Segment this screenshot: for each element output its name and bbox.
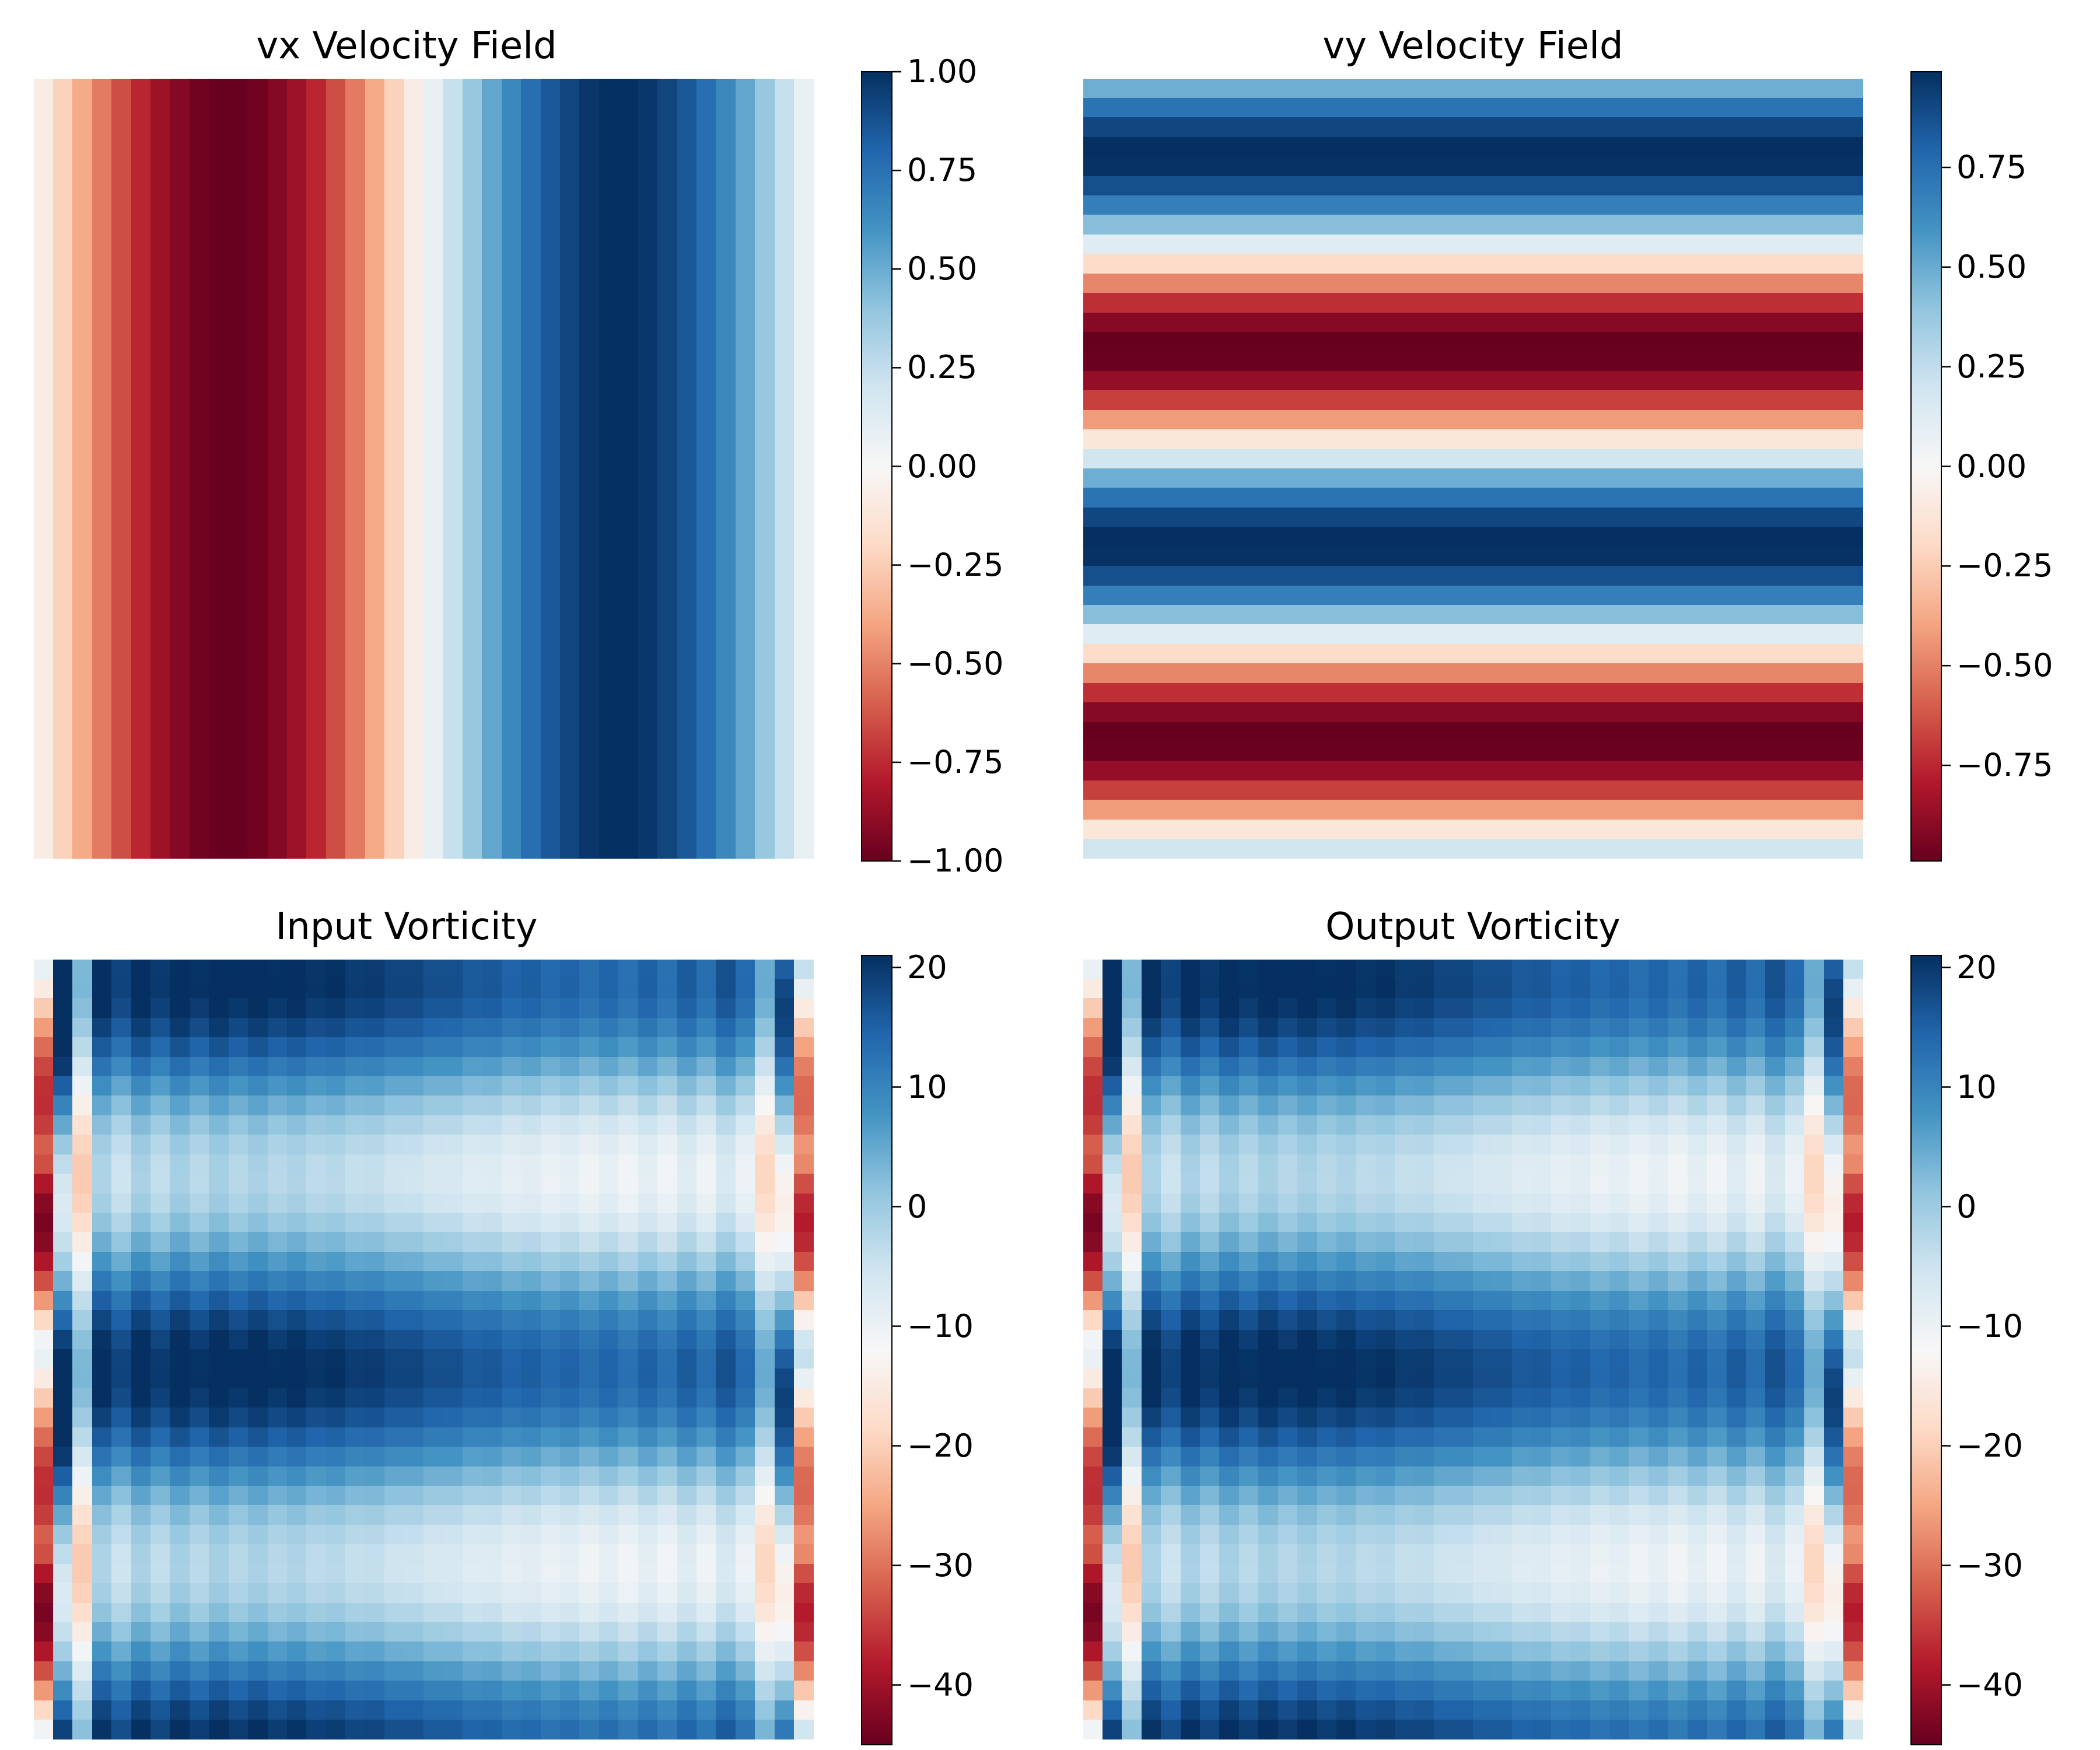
colorbar-tick-label: 0.00 (907, 447, 978, 485)
colorbar-tick-label: 0 (907, 1188, 928, 1225)
colorbar-tick-label: −0.50 (1957, 647, 2053, 684)
colorbar-tick-label: 0.50 (1957, 248, 2027, 285)
colorbar-tick-label: −10 (907, 1307, 974, 1345)
colorbar-tick-label: −1.00 (907, 842, 1004, 879)
colorbar-tick-label: −30 (907, 1546, 974, 1584)
colorbar-tick-label: 10 (1957, 1068, 1997, 1105)
colorbar-gradient (861, 955, 892, 1745)
colorbar-tick-label: 0.50 (907, 250, 978, 288)
colorbar-tick-label: −40 (907, 1666, 974, 1703)
colorbar-tick-label: 0.75 (1957, 149, 2027, 186)
colorbar-tick-label: −40 (1957, 1666, 2023, 1703)
panel-title: vx Velocity Field (256, 24, 557, 68)
panel-title: vy Velocity Field (1322, 24, 1623, 68)
colorbar-gradient (1910, 71, 1942, 862)
colorbar-gradient (1910, 955, 1942, 1745)
colorbar-tick-label: −20 (907, 1427, 974, 1464)
colorbar-tick-label: −10 (1957, 1307, 2023, 1345)
colorbar-tick-label: −30 (1957, 1546, 2023, 1584)
colorbar-tick-label: 0.00 (1957, 447, 2027, 485)
colorbar-tick-label: 20 (907, 949, 947, 986)
heatmap-2 (1083, 79, 1863, 859)
colorbar-tick-label: 1.00 (907, 53, 978, 90)
panel-title: Input Vorticity (275, 905, 538, 949)
heatmap-3 (34, 960, 814, 1740)
colorbar-2 (1910, 71, 1951, 862)
colorbar-tick-label: −0.25 (907, 546, 1004, 583)
colorbar-tick-label: 0.25 (1957, 348, 2027, 385)
colorbar-3 (861, 955, 901, 1745)
colorbar-4 (1910, 955, 1951, 1745)
colorbar-tick-label: −0.75 (1957, 747, 2053, 783)
heatmap-1 (34, 79, 814, 859)
heatmap-4 (1083, 960, 1863, 1740)
colorbar-gradient (861, 71, 892, 862)
colorbar-tick-label: −0.25 (1957, 547, 2053, 584)
colorbar-tick-label: −0.50 (907, 645, 1004, 682)
colorbar-tick-label: 0 (1957, 1188, 1977, 1225)
colorbar-tick-label: 20 (1957, 949, 1997, 986)
colorbar-tick-label: 0.25 (907, 349, 978, 386)
colorbar-1 (861, 71, 901, 862)
colorbar-tick-label: −20 (1957, 1427, 2023, 1464)
panel-title: Output Vorticity (1325, 905, 1620, 949)
colorbar-tick-label: −0.75 (907, 743, 1004, 780)
colorbar-tick-label: 0.75 (907, 152, 978, 189)
colorbar-tick-label: 10 (907, 1068, 947, 1105)
